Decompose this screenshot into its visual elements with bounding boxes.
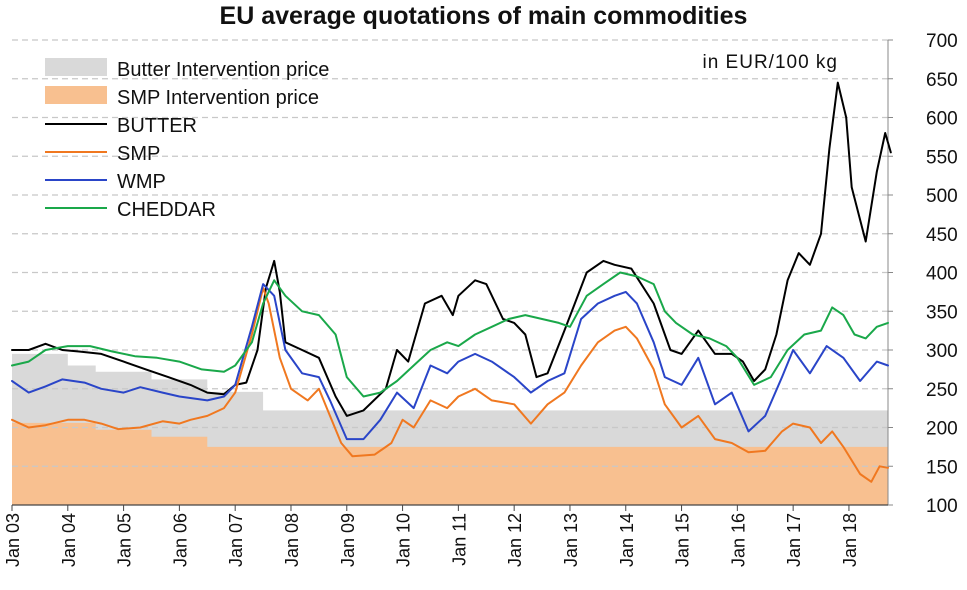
y-tick-label: 400 — [926, 264, 958, 285]
y-tick-label: 150 — [926, 457, 958, 478]
y-tick-label: 700 — [926, 31, 958, 52]
x-tick-label: Jan 17 — [784, 513, 804, 567]
x-tick-label: Jan 08 — [282, 513, 302, 567]
butter-intervention-legend-label: Butter Intervention price — [117, 59, 329, 81]
y-tick-label: 250 — [926, 380, 958, 401]
smp-intervention-legend-swatch — [45, 86, 107, 104]
x-tick-label: Jan 07 — [226, 513, 246, 567]
smp-intervention-legend-label: SMP Intervention price — [117, 87, 319, 109]
x-tick-label: Jan 13 — [561, 513, 581, 567]
cheddar-legend-label: CHEDDAR — [117, 199, 216, 221]
x-tick-label: Jan 12 — [505, 513, 525, 567]
x-tick-label: Jan 16 — [728, 513, 748, 567]
cheddar-series-line — [11, 271, 889, 398]
smp-legend-label: SMP — [117, 143, 160, 165]
butter-series-line — [11, 81, 892, 417]
x-tick-label: Jan 11 — [449, 513, 469, 566]
x-tick-label: Jan 18 — [840, 513, 860, 567]
y-tick-label: 100 — [926, 496, 958, 517]
x-tick-label: Jan 05 — [115, 513, 135, 567]
x-tick-label: Jan 14 — [617, 513, 637, 567]
smp-series-line — [11, 287, 889, 483]
x-tick-label: Jan 09 — [338, 513, 358, 567]
wmp-legend-label: WMP — [117, 171, 166, 193]
x-tick-label: Jan 10 — [394, 513, 414, 567]
x-tick-label: Jan 06 — [170, 513, 190, 567]
butter-intervention-legend-swatch — [45, 58, 107, 76]
y-tick-label: 600 — [926, 109, 958, 130]
y-tick-label: 650 — [926, 70, 958, 91]
y-tick-label: 450 — [926, 225, 958, 246]
chart-title: EU average quotations of main commoditie… — [219, 2, 748, 30]
butter-legend-label: BUTTER — [117, 115, 197, 137]
y-tick-label: 500 — [926, 186, 958, 207]
legend: Butter Intervention price SMP Interventio… — [45, 58, 329, 221]
y-tick-label: 200 — [926, 419, 958, 440]
x-tick-label: Jan 03 — [3, 513, 23, 567]
x-tick-label: Jan 15 — [673, 513, 693, 567]
y-tick-label: 550 — [926, 147, 958, 168]
y-tick-label: 350 — [926, 302, 958, 323]
smp-intervention-area — [12, 422, 888, 505]
y-tick-label: 300 — [926, 341, 958, 362]
wmp-series-line — [11, 283, 889, 441]
unit-label: in EUR/100 kg — [702, 52, 838, 73]
x-tick-label: Jan 04 — [59, 513, 79, 567]
